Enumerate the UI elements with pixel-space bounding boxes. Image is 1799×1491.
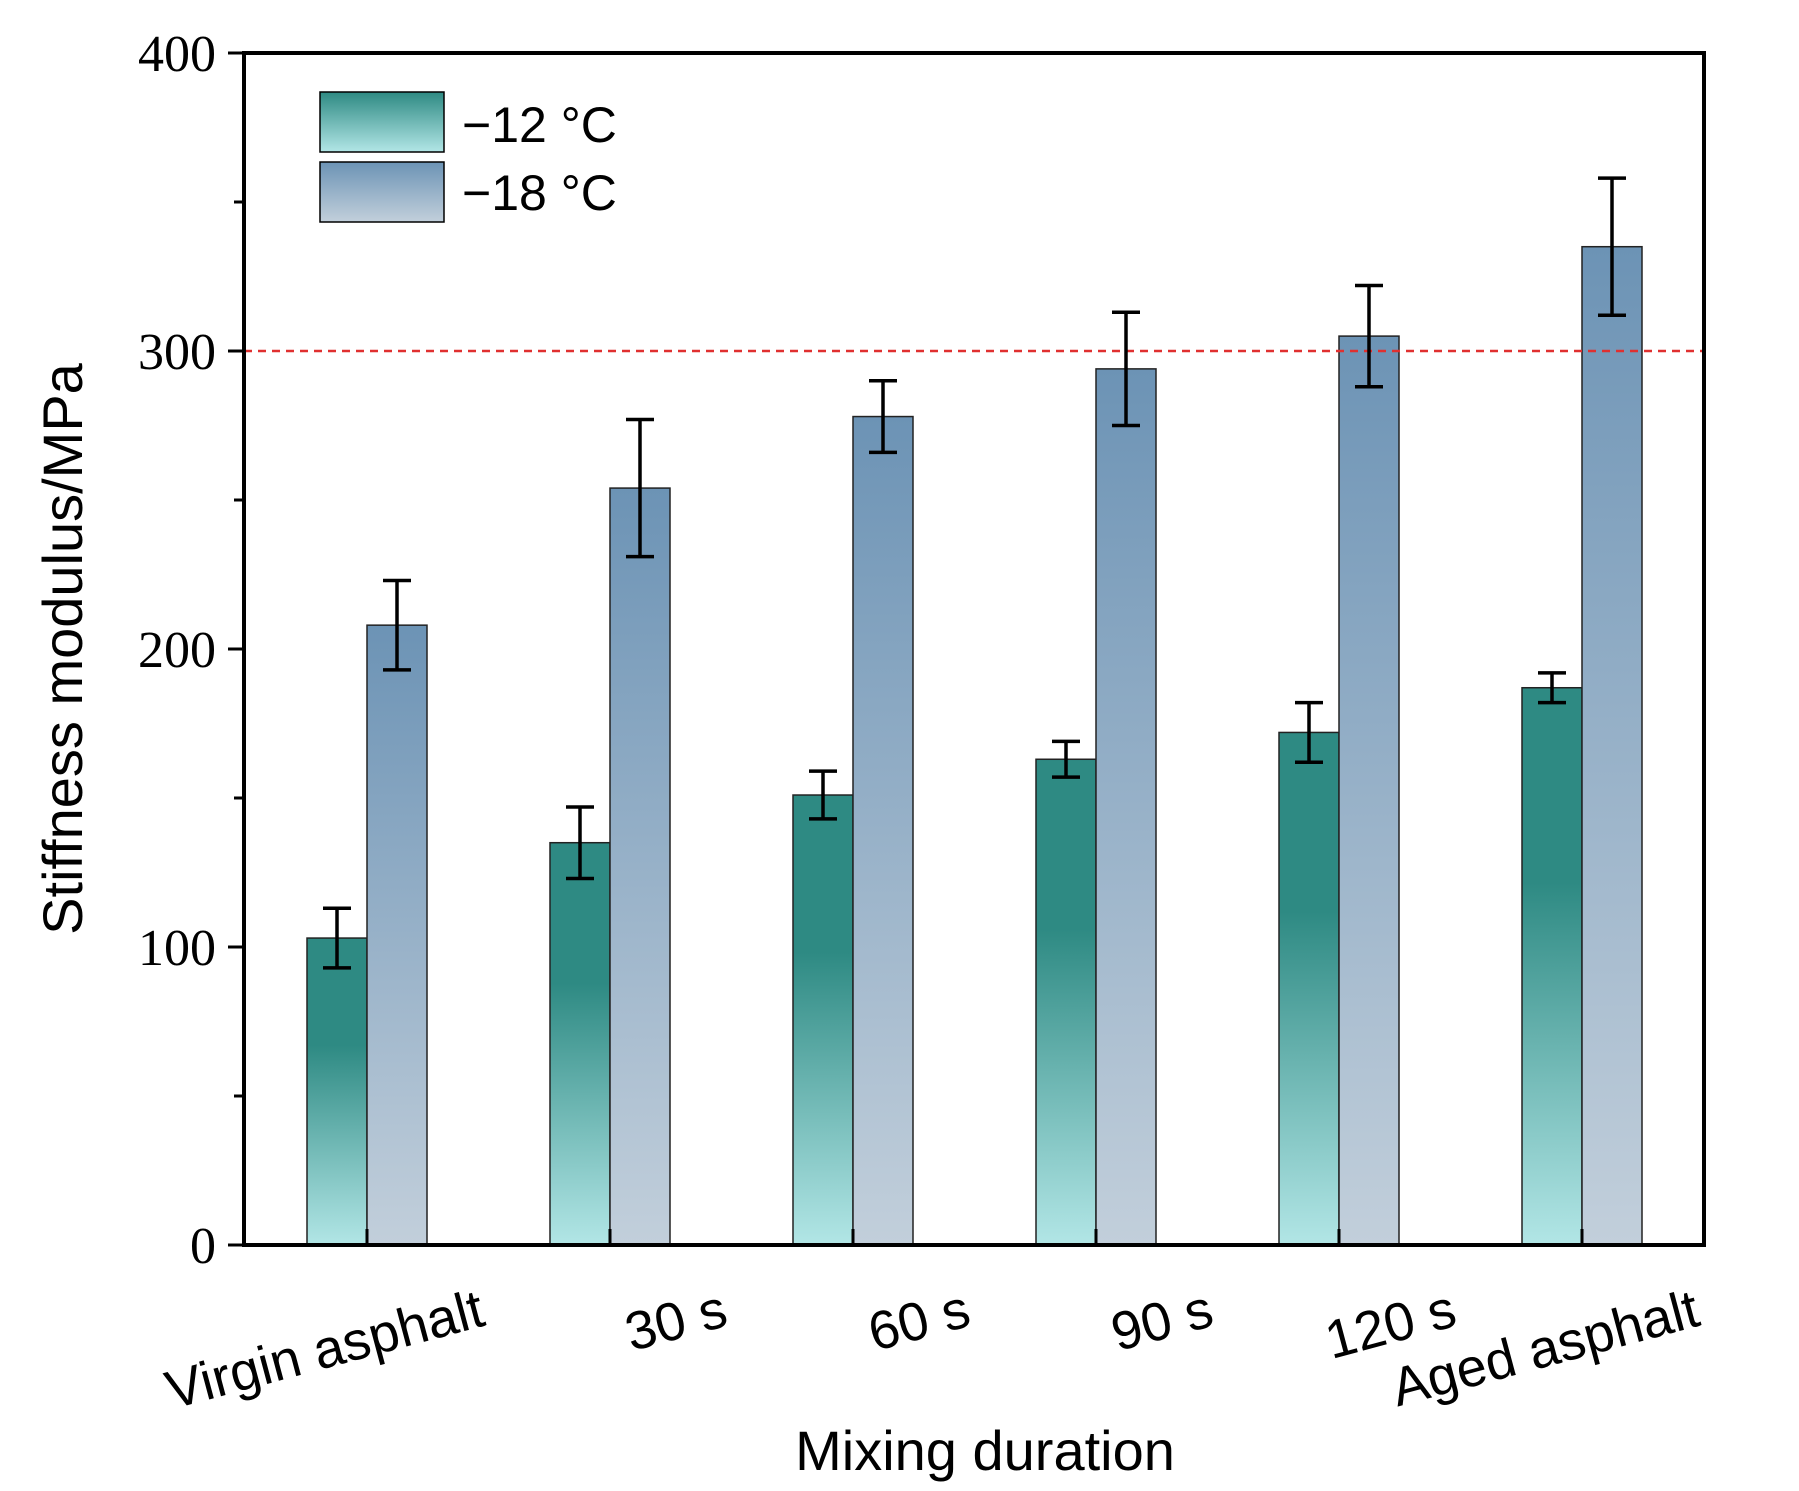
error-bar-minus18-0 xyxy=(383,578,411,672)
error-bars-layer xyxy=(323,176,1626,970)
plot-frame xyxy=(242,51,1706,1247)
error-bar-minus12-5 xyxy=(1538,671,1566,705)
bar-minus12-3 xyxy=(1035,758,1097,1246)
error-bar-minus18-4 xyxy=(1355,283,1383,389)
error-bar-minus12-3 xyxy=(1052,739,1080,779)
error-bar-minus18-2 xyxy=(869,379,897,455)
x-category-label-1: 30 s xyxy=(619,1279,733,1363)
y-tick-label-0: 0 xyxy=(190,1218,216,1275)
bar-minus12-1 xyxy=(549,841,611,1246)
bar-minus18-2 xyxy=(852,415,914,1246)
y-tick-label-2: 200 xyxy=(138,622,216,679)
bars-layer xyxy=(306,245,1643,1246)
bar-minus18-0 xyxy=(366,624,428,1246)
bar-minus18-4 xyxy=(1338,335,1400,1246)
x-category-label-0: Virgin asphalt xyxy=(159,1279,490,1421)
bar-minus12-4 xyxy=(1278,731,1340,1246)
y-tick-label-1: 100 xyxy=(138,920,216,977)
legend: −12 °C −18 °C xyxy=(319,91,617,223)
bar-minus18-1 xyxy=(609,487,671,1246)
error-bar-minus18-5 xyxy=(1598,176,1626,317)
error-bar-minus18-1 xyxy=(626,417,654,559)
error-bar-minus18-3 xyxy=(1112,310,1140,428)
error-bar-minus12-2 xyxy=(809,769,837,821)
legend-label-minus12: −12 °C xyxy=(462,97,617,153)
legend-label-minus18: −18 °C xyxy=(462,165,617,221)
x-category-label-3: 90 s xyxy=(1105,1279,1219,1363)
y-axis-title: Stiffness modulus/MPa xyxy=(31,362,94,935)
bar-minus18-5 xyxy=(1581,245,1643,1246)
y-ticks-layer: 0 100 200 300 400 xyxy=(138,26,1584,1275)
legend-swatch-minus12 xyxy=(319,91,445,153)
y-tick-label-3: 300 xyxy=(138,324,216,381)
y-tick-label-4: 400 xyxy=(138,26,216,83)
legend-swatch-minus18 xyxy=(319,161,445,223)
bar-minus18-3 xyxy=(1095,368,1157,1246)
bar-minus12-5 xyxy=(1521,686,1583,1246)
bar-minus12-0 xyxy=(306,937,368,1246)
x-category-label-2: 60 s xyxy=(862,1279,976,1363)
error-bar-minus12-4 xyxy=(1295,700,1323,764)
error-bar-minus12-0 xyxy=(323,906,351,970)
bar-minus12-2 xyxy=(792,794,854,1246)
x-axis-title: Mixing duration xyxy=(795,1419,1175,1482)
error-bar-minus12-1 xyxy=(566,805,594,881)
